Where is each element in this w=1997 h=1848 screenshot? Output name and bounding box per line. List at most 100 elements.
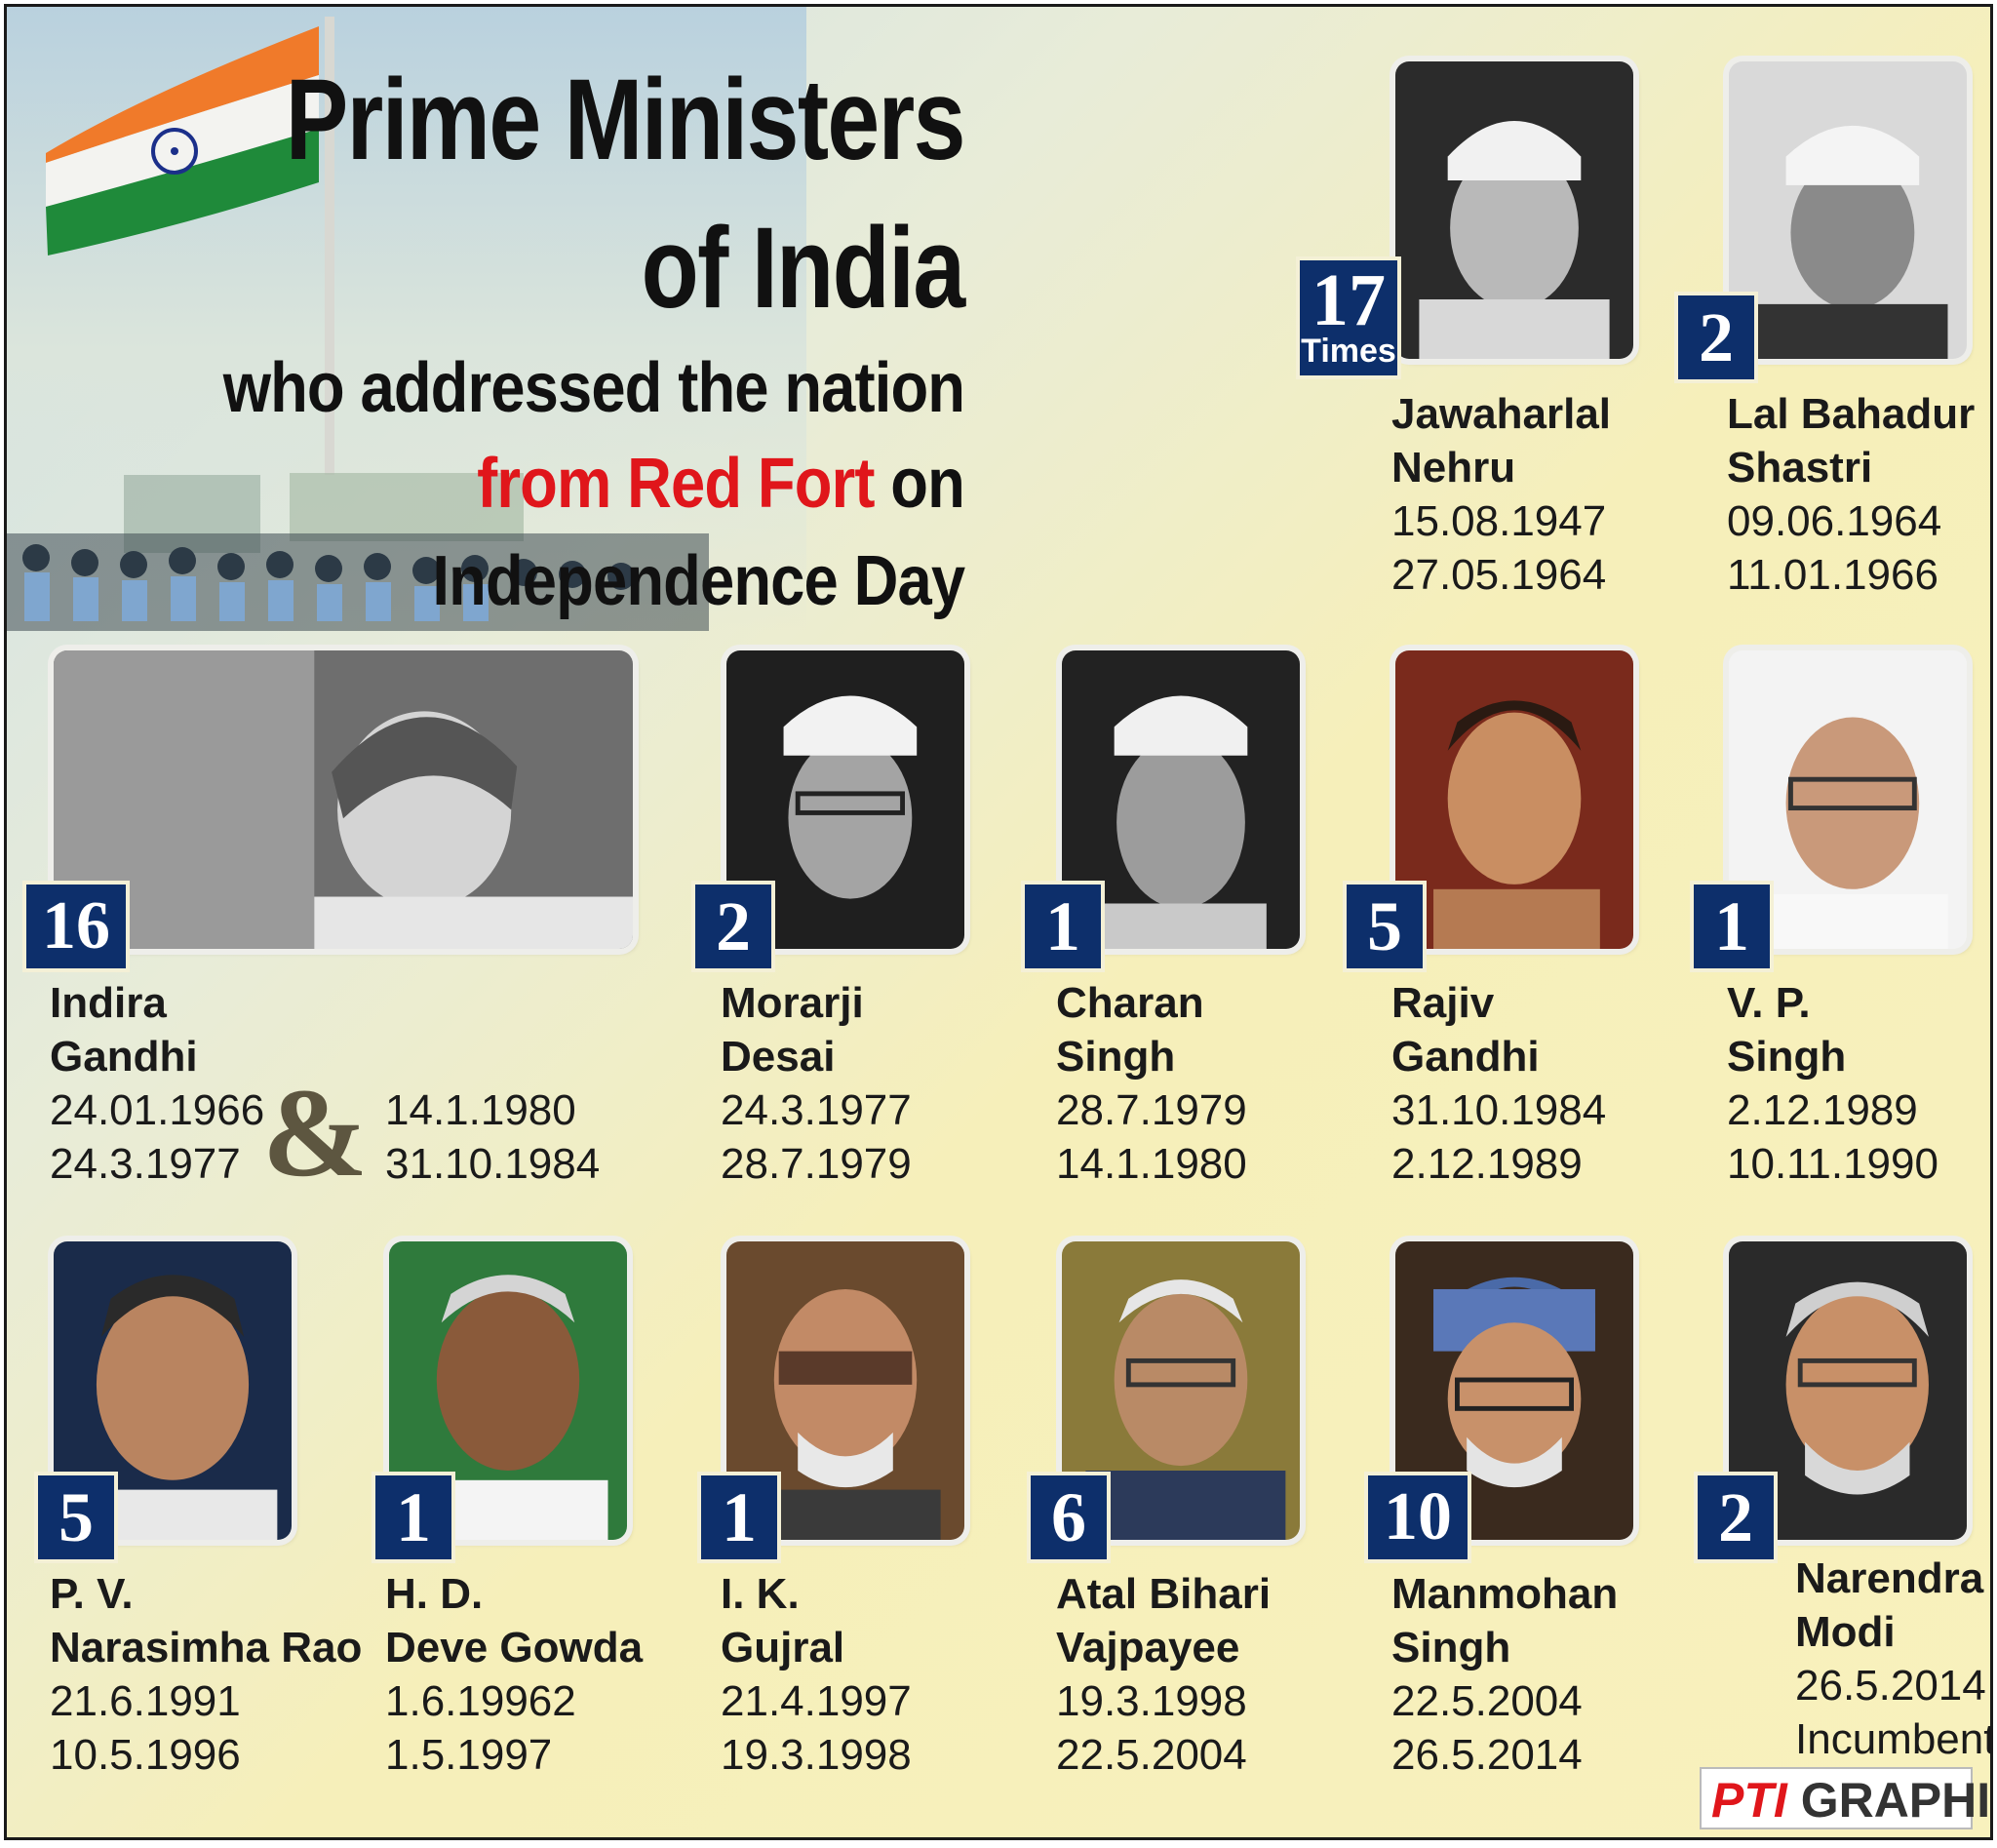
pm-name-line1: Indira [50, 979, 167, 1027]
count-badge-shastri: 2 [1674, 292, 1758, 383]
portrait-manmohan-singh [1395, 1241, 1633, 1540]
term-start-date: 09.06.1964 [1727, 497, 1942, 545]
portrait-shastri [1729, 61, 1967, 359]
subtitle-line-2: from Red Fort on [477, 444, 965, 524]
count-badge-rajiv-gandhi: 5 [1343, 881, 1427, 972]
subtitle-line-3: Independence Day [432, 542, 965, 620]
portrait-indira-gandhi [54, 650, 633, 949]
count-unit: Times [1301, 333, 1396, 370]
pm-info-charan-singh: Charan Singh 28.7.1979 14.1.1980 [1056, 976, 1247, 1191]
portrait-narendra-modi [1729, 1241, 1967, 1540]
term1-end-date: 24.3.1977 [50, 1140, 241, 1188]
pm-name-line2: Gandhi [50, 1033, 198, 1081]
count-badge-nehru: 17 Times [1296, 256, 1401, 379]
pm-info-vp-singh: V. P. Singh 2.12.1989 10.11.1990 [1727, 976, 1938, 1191]
term-end-date: 14.1.1980 [1056, 1140, 1247, 1188]
term-start-date: 21.4.1997 [721, 1677, 912, 1725]
term-end-date: 28.7.1979 [721, 1140, 912, 1188]
count-value: 1 [396, 1478, 431, 1556]
subtitle-line-2-rest: on [874, 445, 965, 523]
term-start-date: 2.12.1989 [1727, 1086, 1918, 1134]
pm-name-line2: Modi [1795, 1608, 1896, 1656]
pm-info-morarji-desai: Morarji Desai 24.3.1977 28.7.1979 [721, 976, 912, 1191]
term-start-date: 1.6.19962 [385, 1677, 576, 1725]
pti-graphics-credit: PTI GRAPHICS [1700, 1767, 1990, 1829]
pm-info-deve-gowda: H. D. Deve Gowda 1.6.19962 1.5.1997 [385, 1567, 643, 1782]
term-end-date: 27.05.1964 [1391, 551, 1607, 599]
count-value: 6 [1051, 1478, 1086, 1556]
pm-name-line1: V. P. [1727, 979, 1811, 1027]
pm-name-line1: Narendra [1795, 1554, 1984, 1602]
pm-name-line2: Singh [1391, 1624, 1511, 1671]
title-line-2: of India [642, 204, 966, 333]
portrait-deve-gowda [389, 1241, 627, 1540]
portrait-nehru [1395, 61, 1633, 359]
term-start-date: 22.5.2004 [1391, 1677, 1583, 1725]
credit-label: GRAPHICS [1800, 1773, 1991, 1828]
term2-start-date: 14.1.1980 [385, 1086, 576, 1134]
term-end-date: 10.5.1996 [50, 1731, 241, 1779]
pm-name-line2: Gandhi [1391, 1033, 1540, 1081]
flag-scene-illustration [7, 17, 709, 631]
count-badge-vajpayee: 6 [1027, 1472, 1111, 1563]
count-value: 5 [1367, 887, 1402, 965]
pm-name-line2: Nehru [1391, 444, 1516, 491]
pm-info-vajpayee: Atal Bihari Vajpayee 19.3.1998 22.5.2004 [1056, 1567, 1271, 1782]
pm-name-line2: Shastri [1727, 444, 1873, 491]
count-value: 16 [42, 888, 110, 963]
pm-name-line1: Charan [1056, 979, 1204, 1027]
count-badge-deve-gowda: 1 [372, 1472, 455, 1563]
pm-info-indira-gandhi-term2: 14.1.1980 31.10.1984 [385, 1083, 600, 1191]
portrait-rajiv-gandhi [1395, 650, 1633, 949]
pm-info-indira-gandhi: Indira Gandhi 24.01.1966 24.3.1977 [50, 976, 264, 1191]
pm-info-nehru: Jawaharlal Nehru 15.08.1947 27.05.1964 [1391, 387, 1611, 602]
count-value: 2 [1699, 298, 1734, 376]
pm-name-line1: Manmohan [1391, 1570, 1619, 1618]
pm-name-line1: P. V. [50, 1570, 134, 1618]
pm-name-line1: Atal Bihari [1056, 1570, 1272, 1618]
count-value: 17 [1312, 259, 1386, 341]
count-value: 1 [1714, 887, 1749, 965]
term1-start-date: 24.01.1966 [50, 1086, 265, 1134]
pm-name-line1: Jawaharlal [1391, 390, 1612, 438]
term-start-date: 31.10.1984 [1391, 1086, 1607, 1134]
term-start-date: 26.5.2014 [1795, 1662, 1986, 1710]
pm-info-ik-gujral: I. K. Gujral 21.4.1997 19.3.1998 [721, 1567, 912, 1782]
count-value: 2 [716, 887, 751, 965]
pm-name-line2: Deve Gowda [385, 1624, 644, 1671]
term-start-date: 19.3.1998 [1056, 1677, 1247, 1725]
pm-name-line2: Desai [721, 1033, 836, 1081]
pm-name-line1: Lal Bahadur [1727, 390, 1976, 438]
term-end-date: 19.3.1998 [721, 1731, 912, 1779]
pm-info-narasimha-rao: P. V. Narasimha Rao 21.6.1991 10.5.1996 [50, 1567, 362, 1782]
count-value: 10 [1384, 1479, 1452, 1554]
count-badge-vp-singh: 1 [1690, 881, 1774, 972]
pm-name-line2: Vajpayee [1056, 1624, 1240, 1671]
term-end-date: 2.12.1989 [1391, 1140, 1583, 1188]
subtitle-highlight: from Red Fort [477, 445, 875, 523]
term-end-date: 22.5.2004 [1056, 1731, 1247, 1779]
term-start-date: 24.3.1977 [721, 1086, 912, 1134]
term2-end-date: 31.10.1984 [385, 1140, 601, 1188]
term-start-date: 21.6.1991 [50, 1677, 241, 1725]
count-badge-narendra-modi: 2 [1694, 1472, 1778, 1563]
portrait-charan-singh [1062, 650, 1300, 949]
term-start-date: 28.7.1979 [1056, 1086, 1247, 1134]
portrait-morarji-desai [726, 650, 964, 949]
title-line-1: Prime Ministers [285, 56, 966, 184]
term-start-date: 15.08.1947 [1391, 497, 1607, 545]
count-value: 1 [1045, 887, 1080, 965]
pm-name-line2: Narasimha Rao [50, 1624, 363, 1671]
pm-name-line2: Gujral [721, 1624, 845, 1671]
pm-name-line1: Morarji [721, 979, 864, 1027]
pm-name-line1: I. K. [721, 1570, 800, 1618]
pm-name-line1: Rajiv [1391, 979, 1495, 1027]
count-badge-narasimha-rao: 5 [34, 1472, 118, 1563]
portrait-vp-singh [1729, 650, 1967, 949]
count-value: 5 [59, 1478, 94, 1556]
pm-info-manmohan-singh: Manmohan Singh 22.5.2004 26.5.2014 [1391, 1567, 1618, 1782]
count-badge-charan-singh: 1 [1021, 881, 1105, 972]
ampersand-separator: & [262, 1063, 369, 1203]
count-badge-morarji-desai: 2 [691, 881, 775, 972]
count-value: 1 [722, 1478, 757, 1556]
